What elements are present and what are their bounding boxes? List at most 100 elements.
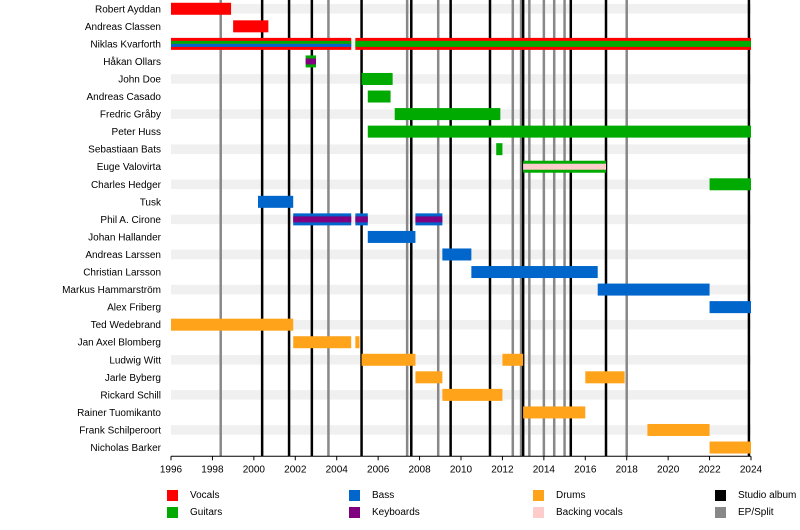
- member-label-andreas-larssen: Andreas Larssen: [85, 250, 161, 261]
- member-label-fredric-graby: Fredric Gråby: [100, 109, 161, 121]
- member-label-phil-a-cirone: Phil A. Cirone: [100, 215, 161, 226]
- legend-swatch: [715, 490, 726, 501]
- row-stripe: [171, 21, 751, 32]
- row-stripe: [171, 355, 751, 365]
- row-stripe: [171, 319, 751, 330]
- bar-bass: [258, 195, 294, 208]
- row-stripe: [171, 144, 751, 154]
- legend-label: Guitars: [190, 507, 223, 518]
- legend-swatch: [349, 507, 360, 518]
- legend-swatch: [533, 507, 544, 518]
- member-label-peter-huss: Peter Huss: [112, 127, 161, 138]
- legend-swatch: [349, 490, 360, 501]
- member-label-jan-axel-blomberg: Jan Axel Blomberg: [78, 338, 161, 349]
- row-stripe: [171, 267, 751, 277]
- member-bars: [171, 2, 751, 454]
- x-tick-label: 2002: [284, 464, 307, 475]
- bar-drums: [647, 423, 710, 436]
- member-label-john-doe: John Doe: [118, 74, 161, 85]
- member-label-jarle-byberg: Jarle Byberg: [105, 373, 161, 384]
- legend-item-backing-vocals: Backing vocals: [533, 507, 623, 518]
- row-stripe: [171, 407, 751, 418]
- member-label-frank-schilperoort: Frank Schilperoort: [79, 425, 161, 436]
- legend-swatch: [533, 490, 544, 501]
- member-label-niklas-kvarforth: Niklas Kvarforth: [90, 39, 161, 50]
- x-tick-label: 2024: [740, 464, 763, 475]
- bar-guitars-secondary: [355, 40, 751, 47]
- member-label-alex-friberg: Alex Friberg: [107, 303, 161, 314]
- member-label-tusk: Tusk: [140, 197, 162, 208]
- member-label-euge-valovirta: Euge Valovirta: [97, 162, 162, 173]
- bar-vocals: [171, 2, 232, 15]
- bar-keyboards-secondary: [293, 216, 352, 223]
- row-stripe: [171, 179, 751, 190]
- member-label-sebastiaan-bats: Sebastiaan Bats: [88, 145, 161, 156]
- row-stripe: [171, 4, 751, 14]
- row-stripe: [171, 425, 751, 435]
- bar-bass: [442, 248, 472, 261]
- row-stripe: [171, 442, 751, 453]
- row-stripe: [171, 74, 751, 84]
- row-stripe: [171, 197, 751, 207]
- x-tick-label: 2020: [657, 464, 680, 475]
- row-stripe: [171, 161, 751, 172]
- bar-guitars-secondary: [171, 40, 352, 44]
- legend-swatch: [715, 507, 726, 518]
- x-tick-label: 1996: [160, 464, 183, 475]
- x-tick-label: 2014: [533, 464, 556, 475]
- bar-vocals: [233, 20, 269, 33]
- legend-item-vocals: Vocals: [167, 490, 219, 501]
- member-label-markus-hammarstrom: Markus Hammarström: [62, 285, 161, 296]
- legend-label: Backing vocals: [556, 507, 623, 518]
- x-tick-label: 1998: [201, 464, 224, 475]
- legend-item-keyboards: Keyboards: [349, 507, 420, 518]
- member-label-ludwig-witt: Ludwig Witt: [109, 355, 161, 366]
- x-tick-label: 2004: [326, 464, 349, 475]
- member-label-nicholas-barker: Nicholas Barker: [90, 443, 161, 454]
- member-label-johan-hallander: Johan Hallander: [88, 232, 161, 243]
- bar-drums: [709, 441, 751, 454]
- x-tick-label: 2012: [491, 464, 514, 475]
- legend-item-studio-album: Studio album: [715, 490, 796, 501]
- row-stripe: [171, 56, 751, 67]
- member-label-robert-ayddan: Robert Ayddan: [95, 4, 161, 15]
- x-tick-label: 2006: [367, 464, 390, 475]
- member-label-ted-wedebrand: Ted Wedebrand: [91, 320, 161, 331]
- bar-drums: [355, 336, 360, 349]
- row-stripe: [171, 372, 751, 383]
- x-tick-label: 2008: [408, 464, 431, 475]
- legend-label: EP/Split: [738, 507, 774, 518]
- bar-keyboards-secondary: [355, 216, 368, 223]
- row-stripe: [171, 284, 751, 295]
- bar-drums: [293, 336, 352, 349]
- x-tick-label: 2010: [450, 464, 473, 475]
- member-label-charles-hedger: Charles Hedger: [91, 180, 162, 191]
- bar-drums: [502, 353, 524, 366]
- bar-bass: [709, 301, 751, 314]
- legend-label: Vocals: [190, 490, 220, 501]
- bar-bass: [367, 230, 416, 243]
- legend-label: Keyboards: [372, 507, 420, 518]
- row-stripe: [171, 337, 751, 347]
- legend-item-bass: Bass: [349, 490, 394, 501]
- bar-bass-secondary: [171, 43, 352, 47]
- legend-item-drums: Drums: [533, 490, 585, 501]
- bar-drums: [171, 318, 294, 331]
- x-tick-label: 2000: [243, 464, 266, 475]
- member-label-rickard-schill: Rickard Schill: [100, 390, 161, 401]
- bar-drums: [442, 388, 503, 401]
- bar-keyboards-secondary: [305, 58, 316, 65]
- member-label-andreas-casado: Andreas Casado: [87, 92, 162, 103]
- bar-guitars: [496, 143, 503, 156]
- legend-swatch: [167, 507, 178, 518]
- bar-drums: [415, 371, 443, 384]
- legend-item-guitars: Guitars: [167, 507, 222, 518]
- row-stripe: [171, 91, 751, 102]
- bar-guitars: [367, 125, 751, 138]
- bar-backing-secondary: [523, 163, 606, 170]
- legend-label: Studio album: [738, 490, 797, 501]
- row-stripe: [171, 214, 751, 225]
- bar-keyboards-secondary: [415, 216, 443, 223]
- bar-guitars: [394, 108, 501, 121]
- bar-bass: [597, 283, 710, 296]
